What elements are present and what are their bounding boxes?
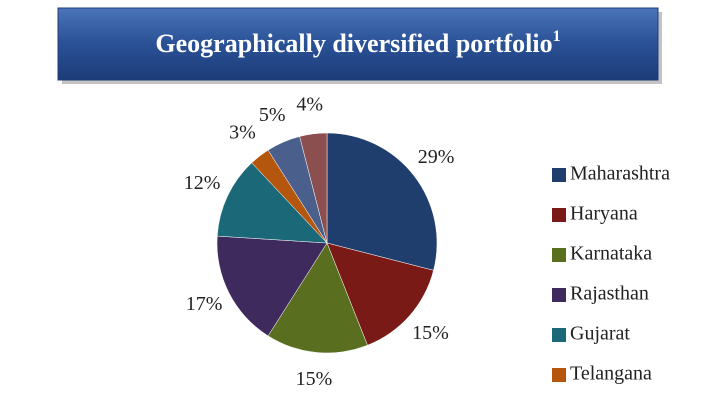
- legend-label: Telangana: [570, 363, 652, 385]
- legend-swatch: [552, 208, 566, 222]
- legend-label: Karnataka: [570, 243, 652, 265]
- legend-label: Maharashtra: [570, 163, 670, 185]
- legend-swatch: [552, 368, 566, 382]
- legend-swatch: [552, 168, 566, 182]
- data-label: 15%: [296, 368, 333, 390]
- data-label: 12%: [184, 172, 221, 194]
- legend-label: Rajasthan: [570, 283, 649, 305]
- data-label: 3%: [229, 122, 256, 144]
- pie-slice: [299, 132, 328, 244]
- chart-title: Geographically diversified portfolio1: [155, 28, 560, 58]
- pie-slice: [216, 162, 328, 244]
- data-label: 15%: [412, 322, 449, 344]
- data-label: 29%: [418, 146, 455, 168]
- legend-label: Gujarat: [570, 323, 630, 345]
- legend-swatch: [552, 328, 566, 342]
- data-label: 17%: [186, 293, 223, 315]
- pie-slice: [267, 242, 368, 354]
- legend-label: Haryana: [570, 203, 638, 225]
- title-text: Geographically diversified portfolio: [155, 29, 552, 58]
- title-banner: [57, 7, 659, 81]
- title-footnote: 1: [553, 28, 561, 45]
- legend-swatch: [552, 288, 566, 302]
- legend-swatch: [552, 248, 566, 262]
- data-label: 5%: [259, 104, 286, 126]
- data-label: 4%: [296, 94, 323, 116]
- pie-slice: [326, 132, 438, 271]
- pie-slice: [216, 235, 328, 337]
- pie-slice: [326, 242, 434, 346]
